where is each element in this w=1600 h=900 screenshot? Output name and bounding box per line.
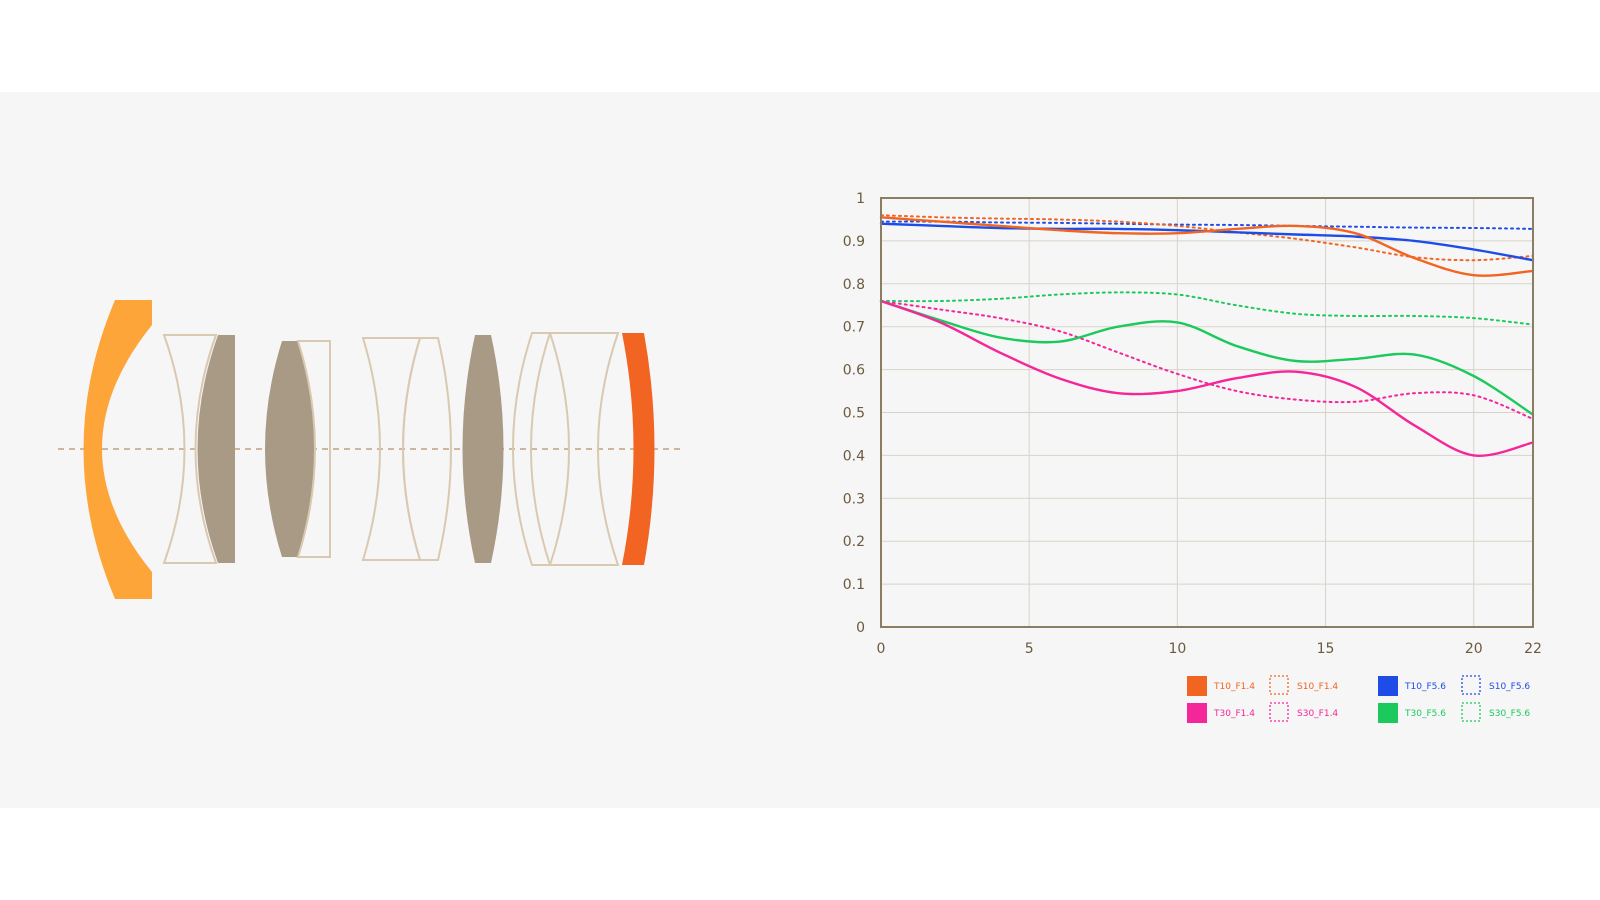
series-line-s10_f1-4 bbox=[880, 214, 1534, 262]
concave-element-3 bbox=[548, 332, 620, 566]
legend-label: S10_F5.6 bbox=[1489, 682, 1530, 692]
lens-diagram bbox=[58, 300, 685, 599]
legend-label: S30_F1.4 bbox=[1297, 709, 1338, 719]
chart-legend: T10_F1.4 S10_F1.4 T10_F5.6 S10_F5.6 T30_F1.4… bbox=[1187, 675, 1530, 723]
legend-swatch bbox=[1378, 703, 1398, 723]
series-line-s10_f5-6 bbox=[880, 220, 1534, 230]
x-tick-label: 0 bbox=[877, 641, 886, 657]
legend-label: S10_F1.4 bbox=[1297, 682, 1338, 692]
legend-swatch bbox=[1269, 702, 1289, 722]
x-tick-label: 5 bbox=[1025, 641, 1034, 657]
x-tick-label: 22 bbox=[1524, 641, 1542, 657]
legend-label: T10_F5.6 bbox=[1404, 682, 1446, 692]
y-tick-label: 0.2 bbox=[843, 534, 865, 550]
chart-series bbox=[879, 214, 1535, 457]
rear-element bbox=[622, 333, 655, 565]
legend-swatch bbox=[1378, 676, 1398, 696]
convex-element-1 bbox=[402, 337, 452, 561]
x-axis-ticks: 0 5 10 15 20 22 bbox=[877, 641, 1542, 657]
legend-swatch bbox=[1461, 675, 1481, 695]
x-tick-label: 20 bbox=[1465, 641, 1483, 657]
y-tick-label: 1 bbox=[856, 191, 865, 207]
y-tick-label: 0.1 bbox=[843, 577, 865, 593]
chart-grid bbox=[880, 197, 1534, 628]
legend-swatch bbox=[1187, 703, 1207, 723]
cemented-element-1 bbox=[197, 335, 235, 563]
series-line-s30_f5-6 bbox=[880, 291, 1534, 326]
series-line-t30_f1-4 bbox=[879, 299, 1535, 457]
y-tick-label: 0.7 bbox=[843, 320, 865, 336]
y-tick-label: 0.4 bbox=[843, 448, 865, 464]
series-line-t10_f1-4 bbox=[879, 216, 1535, 277]
biconvex-element-1 bbox=[265, 341, 315, 557]
series-line-t30_f5-6 bbox=[879, 299, 1535, 416]
front-meniscus-element bbox=[83, 300, 152, 599]
y-tick-label: 0.3 bbox=[843, 491, 865, 507]
y-axis-ticks: 0 0.1 0.2 0.3 0.4 0.5 0.6 0.7 0.8 0.9 1 bbox=[843, 191, 865, 636]
legend-swatch bbox=[1269, 675, 1289, 695]
legend-swatch bbox=[1461, 702, 1481, 722]
biconvex-element-2 bbox=[462, 335, 504, 563]
x-tick-label: 10 bbox=[1168, 641, 1186, 657]
y-tick-label: 0.5 bbox=[843, 406, 865, 422]
legend-label: T30_F1.4 bbox=[1213, 709, 1255, 719]
legend-label: T30_F5.6 bbox=[1404, 709, 1446, 719]
y-tick-label: 0.9 bbox=[843, 234, 865, 250]
plano-concave-element bbox=[296, 340, 331, 558]
y-tick-label: 0.8 bbox=[843, 277, 865, 293]
plot-frame bbox=[880, 197, 1534, 628]
legend-swatch bbox=[1187, 676, 1207, 696]
y-tick-label: 0 bbox=[856, 620, 865, 636]
legend-label: S30_F5.6 bbox=[1489, 709, 1530, 719]
x-tick-label: 15 bbox=[1317, 641, 1335, 657]
legend-label: T10_F1.4 bbox=[1213, 682, 1255, 692]
y-tick-label: 0.6 bbox=[843, 363, 865, 379]
concave-element-1 bbox=[162, 334, 218, 564]
mtf-chart: 0 0.1 0.2 0.3 0.4 0.5 0.6 0.7 0.8 0.9 1 0 5 10 15 20 22… bbox=[843, 191, 1542, 723]
